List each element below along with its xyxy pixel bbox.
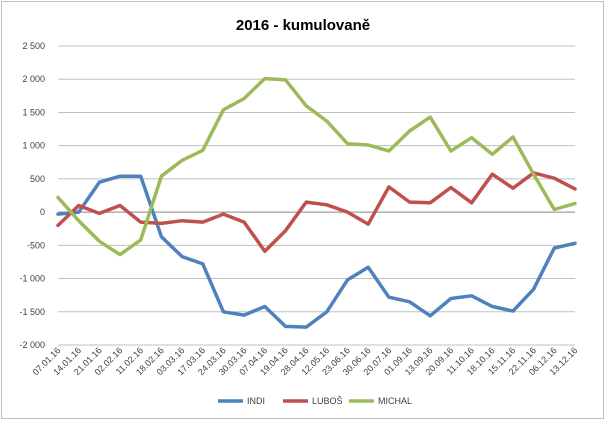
legend-item-luboš: LUBOŠ xyxy=(283,396,343,406)
y-tick-label: -2 000 xyxy=(19,340,45,350)
series-lines xyxy=(56,76,577,329)
series-line-luboš xyxy=(56,171,577,254)
legend: INDI LUBOŠ MICHAL xyxy=(218,396,412,406)
legend-item-indi: INDI xyxy=(218,396,265,406)
y-tick-label: 2 500 xyxy=(22,41,45,51)
series-line-michal xyxy=(56,76,577,257)
legend-label: INDI xyxy=(247,396,265,406)
gridlines xyxy=(58,45,575,346)
series-line-indi xyxy=(56,174,577,329)
y-tick-label: -500 xyxy=(27,240,45,250)
y-tick-label: 1 500 xyxy=(22,107,45,117)
legend-label: LUBOŠ xyxy=(312,396,343,406)
y-tick-label: 2 000 xyxy=(22,74,45,84)
legend-item-michal: MICHAL xyxy=(349,396,412,406)
x-axis-ticks: 07.01.1614.01.1621.01.1602.02.1611.02.16… xyxy=(31,345,580,377)
y-axis-ticks: -2 000 -1 500 -1 000 -500 0 500 1 000 1 500 2 00… xyxy=(19,41,45,350)
chart-title: 2016 - kumulovaně xyxy=(236,17,370,34)
legend-label: MICHAL xyxy=(378,396,412,406)
y-tick-label: 0 xyxy=(40,207,45,217)
y-tick-label: 500 xyxy=(30,174,45,184)
y-tick-label: -1 500 xyxy=(19,307,45,317)
y-tick-label: -1 000 xyxy=(19,274,45,284)
y-tick-label: 1 000 xyxy=(22,141,45,151)
